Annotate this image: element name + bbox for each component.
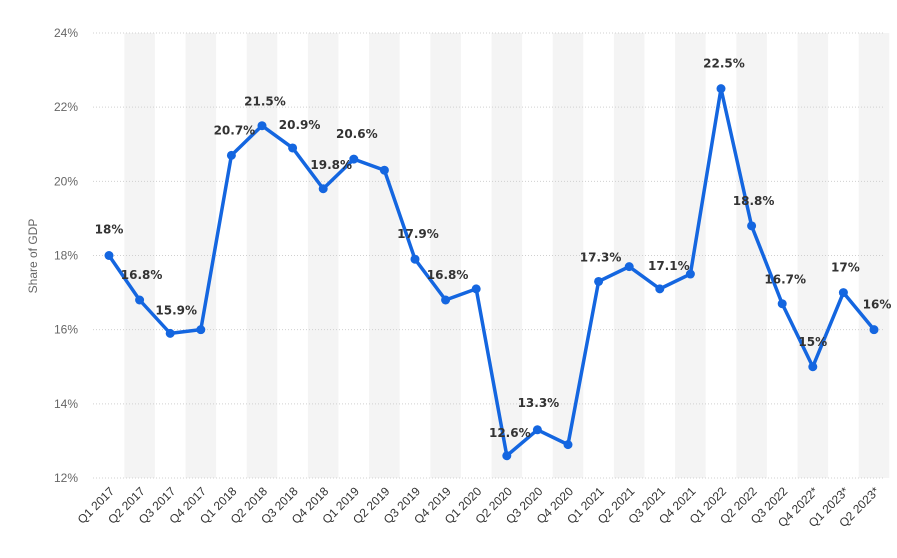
y-tick-label: 22% <box>54 100 78 114</box>
y-tick-label: 14% <box>54 397 78 411</box>
y-tick-label: 12% <box>54 471 78 485</box>
y-tick-label: 16% <box>54 323 78 337</box>
data-label: 18% <box>95 223 124 237</box>
data-point[interactable] <box>532 425 542 435</box>
data-point[interactable] <box>379 165 389 175</box>
data-label: 20.9% <box>279 118 321 132</box>
data-point[interactable] <box>716 84 726 94</box>
data-label: 17.3% <box>580 250 622 264</box>
data-point[interactable] <box>594 276 604 286</box>
data-point[interactable] <box>288 143 298 153</box>
data-label: 15.9% <box>155 303 197 317</box>
data-point[interactable] <box>196 325 206 335</box>
data-point[interactable] <box>808 362 818 372</box>
data-point[interactable] <box>685 269 695 279</box>
data-label: 15% <box>798 335 827 349</box>
data-labels: 18% 16.8% 15.9% 20.7% 21.5% 20.9% 19.8% 20.6% 17… <box>95 57 892 440</box>
data-point[interactable] <box>655 284 665 294</box>
data-point[interactable] <box>441 295 451 305</box>
data-point[interactable] <box>410 254 420 264</box>
series-line <box>107 86 876 458</box>
data-point[interactable] <box>257 121 267 131</box>
data-point[interactable] <box>869 325 879 335</box>
data-point[interactable] <box>777 299 787 309</box>
data-label: 16% <box>863 298 892 312</box>
data-point[interactable] <box>624 262 634 272</box>
y-tick-label: 24% <box>54 26 78 40</box>
y-axis-label: Share of GDP <box>26 219 40 294</box>
data-label: 16.7% <box>764 273 806 287</box>
data-point[interactable] <box>135 295 145 305</box>
data-point[interactable] <box>349 154 359 164</box>
data-points <box>104 84 879 461</box>
data-point[interactable] <box>838 288 848 298</box>
data-point[interactable] <box>563 440 573 450</box>
data-label: 17.9% <box>397 227 439 241</box>
data-label: 18.8% <box>733 194 775 208</box>
data-point[interactable] <box>226 150 236 160</box>
data-label: 21.5% <box>244 95 286 109</box>
shade-band <box>185 33 217 478</box>
data-label: 19.8% <box>310 158 352 172</box>
y-tick-label: 18% <box>54 249 78 263</box>
data-point[interactable] <box>318 184 328 194</box>
data-label: 12.6% <box>489 426 531 440</box>
data-label: 22.5% <box>703 57 745 71</box>
data-point[interactable] <box>471 284 481 294</box>
data-label: 17.1% <box>648 259 690 273</box>
data-point[interactable] <box>104 251 114 260</box>
y-axis-ticks: 12% 14% 16% 18% 20% 22% 24% <box>54 26 78 485</box>
data-point[interactable] <box>165 328 175 338</box>
data-point[interactable] <box>747 221 757 231</box>
y-tick-label: 20% <box>54 174 78 188</box>
data-label: 16.8% <box>121 268 163 282</box>
series-line-group <box>107 86 876 458</box>
data-label: 17% <box>831 261 860 275</box>
data-label: 16.8% <box>427 268 469 282</box>
data-label: 20.7% <box>214 123 256 137</box>
shade-band <box>491 33 523 478</box>
data-point[interactable] <box>502 451 512 461</box>
shade-band <box>797 33 829 478</box>
data-label: 13.3% <box>518 396 560 410</box>
data-label: 20.6% <box>336 127 378 141</box>
